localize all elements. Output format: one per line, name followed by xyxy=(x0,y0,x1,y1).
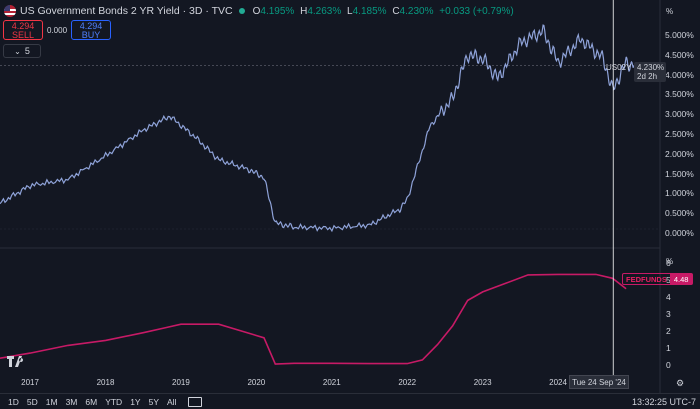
indicators-toggle-button[interactable]: ⌄ 5 xyxy=(3,44,41,58)
time-axis-tick-label: 2019 xyxy=(172,378,190,387)
symbol-title[interactable]: US Government Bonds 2 YR Yield · 3D · TV… xyxy=(20,5,233,17)
sub-axis-tick-label: 0 xyxy=(666,360,671,370)
us-flag-icon xyxy=(4,5,16,17)
range-button-6m[interactable]: 6M xyxy=(85,396,98,407)
last-price-value: 4.230% xyxy=(637,63,665,72)
main-axis-tick-label: 5.000% xyxy=(665,30,694,40)
time-axis-tick-label: 2024 xyxy=(549,378,567,387)
main-axis-tick-label: 4.500% xyxy=(665,49,694,60)
bar-countdown: 2d 2h xyxy=(637,72,658,81)
sub-axis-tick-label: 1 xyxy=(666,343,671,353)
buy-label: BUY xyxy=(81,30,101,40)
main-axis-tick-label: 1.500% xyxy=(665,168,694,179)
low-label: L xyxy=(347,5,353,17)
symbol-label: US02Y xyxy=(606,63,632,72)
range-button-1m[interactable]: 1M xyxy=(45,396,58,407)
sub-axis-unit[interactable]: % xyxy=(666,257,674,266)
tradingview-logo-icon[interactable] xyxy=(6,354,28,368)
fedfunds-series[interactable] xyxy=(0,273,627,365)
main-axis-tick-label: 0.500% xyxy=(665,208,694,219)
open-label: O xyxy=(252,5,261,17)
open-value: 4.195% xyxy=(260,5,295,17)
trade-buttons: 4.294 SELL 0.000 4.294 BUY xyxy=(3,20,112,40)
main-axis-tick-label: 3.000% xyxy=(665,109,694,120)
time-axis-tick-label: 2018 xyxy=(96,378,115,387)
sell-price: 4.294 xyxy=(11,21,35,31)
sub-axis-tick-label: 5 xyxy=(666,275,671,285)
buy-price: 4.294 xyxy=(79,21,103,31)
clock-time[interactable]: 13:32:25 UTC-7 xyxy=(631,396,696,407)
main-axis-tick-label: 2.000% xyxy=(665,148,694,159)
range-button-5y[interactable]: 5Y xyxy=(148,396,159,407)
ohlc-values: O4.195% H4.263% L4.185% C4.230% +0.033 (… xyxy=(253,6,517,17)
change-value: +0.033 (+0.79%) xyxy=(439,5,514,17)
sub-axis-tick-label: 4 xyxy=(666,292,671,302)
close-label: C xyxy=(392,5,400,17)
calendar-icon[interactable] xyxy=(188,396,203,407)
fedfunds-value: 4.48 xyxy=(669,274,693,284)
low-value: 4.185% xyxy=(352,5,387,17)
close-value: 4.230% xyxy=(399,5,434,17)
sell-label: SELL xyxy=(11,30,35,40)
high-label: H xyxy=(300,5,308,17)
main-axis-unit[interactable]: % xyxy=(666,7,674,16)
main-axis-tick-label: 4.000% xyxy=(665,69,694,80)
time-axis-tick-label: 2023 xyxy=(473,378,492,387)
crosshair-date-label: Tue 24 Sep '24 xyxy=(569,375,629,389)
range-button-1y[interactable]: 1Y xyxy=(130,396,141,407)
bottom-toolbar: 1D 5D 1M 3M 6M YTD 1Y 5Y All 13:32:25 UTC-7 xyxy=(0,393,700,409)
time-axis-tick-label: 2017 xyxy=(21,378,39,387)
fedfunds-label: FEDFUNDS xyxy=(626,274,667,284)
sub-axis-tick-label: 2 xyxy=(666,326,671,336)
time-axis-tick-label: 2022 xyxy=(398,378,417,387)
main-axis-tick-label: 0.000% xyxy=(665,228,694,238)
sub-axis-tick-label: 6 xyxy=(666,258,671,268)
time-axis-tick-label: 2021 xyxy=(322,378,341,387)
sub-axis-tick-label: 3 xyxy=(666,309,671,319)
buy-button[interactable]: 4.294 BUY xyxy=(71,20,112,40)
time-axis-tick-label: 2020 xyxy=(247,378,266,387)
main-axis-tick-label: 3.500% xyxy=(665,89,694,100)
spread-value: 0.000 xyxy=(47,25,68,35)
range-button-3m[interactable]: 3M xyxy=(65,396,78,407)
high-value: 4.263% xyxy=(307,5,342,17)
sell-button[interactable]: 4.294 SELL xyxy=(3,20,43,40)
main-axis-tick-label: 2.500% xyxy=(665,129,694,139)
chevron-down-icon: ⌄ xyxy=(14,46,21,56)
range-button-1d[interactable]: 1D xyxy=(8,396,19,407)
chart-header: US Government Bonds 2 YR Yield · 3D · TV… xyxy=(0,0,517,22)
fedfunds-tag: FEDFUNDS 4.48 xyxy=(622,273,694,285)
indicators-count: 5 xyxy=(24,46,30,56)
main-axis-tick-label: 1.000% xyxy=(665,188,694,199)
range-button-ytd[interactable]: YTD xyxy=(105,396,123,407)
range-button-5d[interactable]: 5D xyxy=(26,396,38,407)
market-status-icon xyxy=(238,8,245,14)
range-button-all[interactable]: All xyxy=(167,396,177,407)
settings-gear-icon[interactable]: ⚙ xyxy=(676,378,685,388)
us02y-price-series[interactable] xyxy=(0,24,635,233)
last-price-tag: US02Y 4.230% 2d 2h xyxy=(606,62,666,82)
range-buttons: 1D 5D 1M 3M 6M YTD 1Y 5Y All xyxy=(4,397,180,407)
